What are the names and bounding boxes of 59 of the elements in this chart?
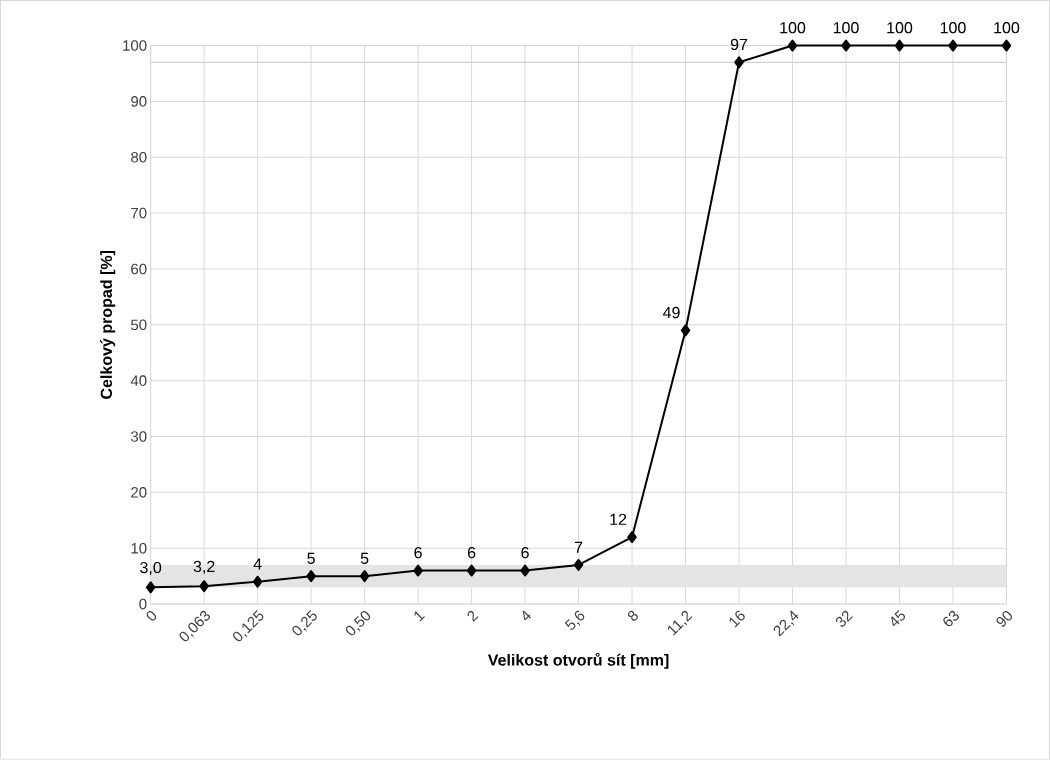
point: [894, 39, 905, 52]
x-tick-label: 63: [943, 611, 959, 627]
point: [948, 39, 958, 52]
x-tick-label: 32: [835, 610, 853, 627]
point: [413, 564, 423, 577]
point: [680, 324, 691, 337]
point: [841, 39, 851, 52]
point: [199, 580, 209, 593]
x-tick-label: 2: [467, 610, 479, 622]
point: [359, 570, 370, 583]
data-label: 7: [574, 541, 583, 553]
y-tick-label: 70: [131, 207, 147, 219]
data-label: 3,0: [140, 562, 162, 576]
x-tick-label: 16: [729, 610, 745, 628]
point: [252, 575, 263, 588]
y-tick-label: 20: [131, 487, 147, 498]
x-tick-label: 4: [522, 610, 532, 621]
data-label: 6: [467, 547, 476, 559]
data-label: 6: [414, 547, 422, 559]
point: [306, 570, 316, 583]
point: [573, 559, 584, 572]
data-label: 5: [307, 552, 315, 565]
data-label: 6: [521, 547, 529, 559]
point: [520, 564, 530, 577]
data-label: 100: [833, 22, 859, 34]
data-label: 12: [610, 513, 627, 525]
point: [1001, 39, 1012, 52]
y-tick-label: 0: [139, 598, 147, 610]
x-tick-label: 5,6: [564, 610, 585, 630]
x-tick-label: 45: [891, 610, 906, 627]
data-label: 4: [253, 558, 262, 570]
y-tick-label: 10: [131, 543, 147, 554]
y-tick-label: 90: [131, 96, 147, 107]
y-tick-label: 60: [131, 263, 147, 275]
point: [145, 581, 156, 594]
point: [787, 39, 798, 52]
point: [627, 531, 637, 544]
point: [466, 564, 477, 577]
point: [734, 56, 744, 69]
y-tick-label: 30: [130, 431, 147, 442]
data-label: 49: [662, 306, 680, 319]
data-label: 5: [360, 552, 369, 565]
data-label: 100: [940, 22, 966, 34]
data-label: 97: [730, 38, 748, 51]
x-tick-label: 8: [627, 610, 638, 621]
data-label: 100: [887, 22, 913, 34]
data-label: 100: [994, 22, 1020, 34]
y-tick-label: 80: [131, 152, 147, 163]
y-tick-label: 100: [123, 40, 147, 51]
data-label: 100: [780, 22, 806, 34]
data-label: 3,2: [193, 560, 215, 575]
x-tick-label: 0,50: [345, 611, 371, 636]
x-tick-label: 0: [146, 611, 157, 621]
x-tick-label: 1: [414, 611, 425, 622]
x-axis-title: Velikost otvorů sít [mm]: [487, 652, 669, 669]
y-tick-label: 40: [130, 375, 147, 387]
x-tick-label: 90: [996, 611, 1013, 627]
y-axis-title: Celkový propad [%]: [100, 251, 116, 400]
y-tick-label: 50: [131, 319, 147, 331]
